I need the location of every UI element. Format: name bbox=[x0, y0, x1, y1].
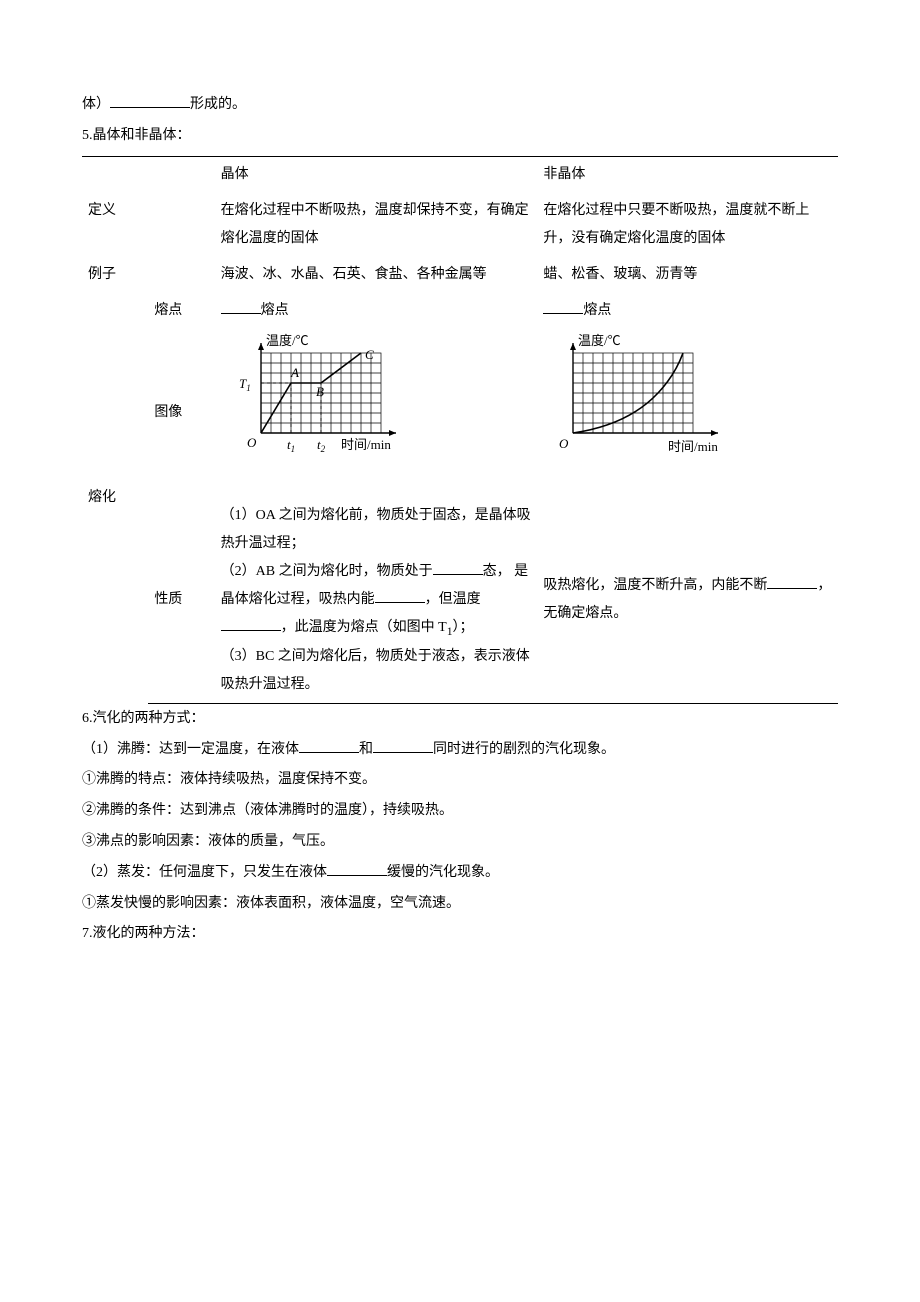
prop-blank bbox=[433, 560, 483, 575]
section7-title: 7.液化的两种方法： bbox=[82, 919, 838, 950]
melting-point-crystal-suffix: 熔点 bbox=[261, 303, 289, 318]
prop-blank bbox=[767, 574, 817, 589]
prop-crystal-p2c: ，但温度 bbox=[425, 592, 481, 607]
table-row: 性质 （1）OA 之间为熔化前，物质处于固态，是晶体吸热升温过程； （2）AB … bbox=[82, 498, 838, 704]
section6-line6: ①蒸发快慢的影响因素：液体表面积，液体温度，空气流速。 bbox=[82, 889, 838, 920]
property-crystal: （1）OA 之间为熔化前，物质处于固态，是晶体吸热升温过程； （2）AB 之间为… bbox=[215, 498, 538, 704]
section6-line1: （1）沸腾：达到一定温度，在液体 和 同时进行的剧烈的汽化现象。 bbox=[82, 735, 838, 766]
prop-crystal-p2a: （2）AB 之间为熔化时，物质处于 bbox=[221, 564, 433, 579]
melting-point-amorphous: 熔点 bbox=[537, 293, 838, 329]
crystal-table: 晶体 非晶体 定义 在熔化过程中不断吸热，温度却保持不变，有确定熔化温度的固体 … bbox=[82, 156, 838, 704]
prop-crystal-p2d: ，此温度为熔点（如图中 T bbox=[281, 620, 447, 635]
melting-point-label: 熔点 bbox=[148, 293, 214, 329]
s6-blank bbox=[373, 738, 433, 753]
graph-crystal-cell: A B C T1 O t1 t2 时间/min 温度/℃ bbox=[215, 329, 538, 498]
t2-label: t2 bbox=[317, 437, 326, 454]
origin-label: O bbox=[559, 436, 569, 451]
pointA-label: A bbox=[290, 365, 299, 380]
prop-amorphous-a: 吸热熔化，温度不断升高，内能不断 bbox=[543, 578, 767, 593]
property-label: 性质 bbox=[148, 498, 214, 704]
table-row: 晶体 非晶体 bbox=[82, 156, 838, 193]
table-row: 熔化 熔点 熔点 熔点 bbox=[82, 293, 838, 329]
y-arrow-icon bbox=[570, 343, 576, 350]
y-axis-label: 温度/℃ bbox=[578, 333, 621, 348]
s6-l5a: （2）蒸发：任何温度下，只发生在液体 bbox=[82, 865, 327, 880]
graph-label: 图像 bbox=[148, 329, 214, 498]
example-amorphous: 蜡、松香、玻璃、沥青等 bbox=[537, 257, 838, 293]
crystal-chart: A B C T1 O t1 t2 时间/min 温度/℃ bbox=[221, 333, 431, 483]
intro-blank bbox=[110, 93, 190, 108]
intro-suffix: 形成的。 bbox=[190, 97, 246, 112]
graph-amorphous-cell: O 时间/min 温度/℃ bbox=[537, 329, 838, 498]
prop-crystal-p3: （3）BC 之间为熔化后，物质处于液态，表示液体吸热升温过程。 bbox=[221, 649, 530, 692]
melting-point-amorphous-suffix: 熔点 bbox=[583, 303, 611, 318]
x-arrow-icon bbox=[389, 430, 396, 436]
definition-crystal: 在熔化过程中不断吸热，温度却保持不变，有确定熔化温度的固体 bbox=[215, 193, 538, 257]
t1-label: t1 bbox=[287, 437, 295, 454]
x-axis-label: 时间/min bbox=[341, 437, 391, 452]
example-label: 例子 bbox=[82, 257, 215, 293]
melting-point-amorphous-blank bbox=[543, 299, 583, 314]
melting-point-crystal: 熔点 bbox=[215, 293, 538, 329]
pointC-label: C bbox=[365, 347, 374, 362]
y-arrow-icon bbox=[258, 343, 264, 350]
amorphous-grid bbox=[573, 353, 693, 433]
property-amorphous: 吸热熔化，温度不断升高，内能不断，无确定熔点。 bbox=[537, 498, 838, 704]
prop-crystal-p2e: ）； bbox=[453, 620, 474, 635]
header-amorphous: 非晶体 bbox=[537, 156, 838, 193]
example-crystal: 海波、冰、水晶、石英、食盐、各种金属等 bbox=[215, 257, 538, 293]
s6-l1a: （1）沸腾：达到一定温度，在液体 bbox=[82, 742, 299, 757]
T1-label: T1 bbox=[239, 376, 251, 393]
table-row: 定义 在熔化过程中不断吸热，温度却保持不变，有确定熔化温度的固体 在熔化过程中只… bbox=[82, 193, 838, 257]
table-row: 图像 bbox=[82, 329, 838, 498]
melting-group-label: 熔化 bbox=[82, 293, 148, 704]
header-crystal: 晶体 bbox=[215, 156, 538, 193]
intro-line: 体） 形成的。 bbox=[82, 90, 838, 121]
pointB-label: B bbox=[316, 384, 324, 399]
s6-blank bbox=[327, 861, 387, 876]
table-row: 例子 海波、冰、水晶、石英、食盐、各种金属等 蜡、松香、玻璃、沥青等 bbox=[82, 257, 838, 293]
x-axis-label: 时间/min bbox=[668, 439, 718, 454]
section6-line4: ③沸点的影响因素：液体的质量，气压。 bbox=[82, 827, 838, 858]
section5-title: 5.晶体和非晶体： bbox=[82, 121, 838, 152]
section6-title: 6.汽化的两种方式： bbox=[82, 704, 838, 735]
definition-label: 定义 bbox=[82, 193, 215, 257]
x-arrow-icon bbox=[711, 430, 718, 436]
s6-l1c: 同时进行的剧烈的汽化现象。 bbox=[433, 742, 615, 757]
origin-label: O bbox=[247, 435, 257, 450]
section6-line2: ①沸腾的特点：液体持续吸热，温度保持不变。 bbox=[82, 765, 838, 796]
s6-blank bbox=[299, 738, 359, 753]
prop-blank bbox=[375, 588, 425, 603]
amorphous-chart: O 时间/min 温度/℃ bbox=[543, 333, 753, 483]
intro-prefix: 体） bbox=[82, 97, 110, 112]
y-axis-label: 温度/℃ bbox=[266, 333, 309, 348]
prop-crystal-p1: （1）OA 之间为熔化前，物质处于固态，是晶体吸热升温过程； bbox=[221, 508, 531, 551]
s6-l5b: 缓慢的汽化现象。 bbox=[387, 865, 499, 880]
definition-amorphous: 在熔化过程中只要不断吸热，温度就不断上升，没有确定熔化温度的固体 bbox=[537, 193, 838, 257]
prop-blank bbox=[221, 616, 281, 631]
s6-l1b: 和 bbox=[359, 742, 373, 757]
section6-line3: ②沸腾的条件：达到沸点（液体沸腾时的温度），持续吸热。 bbox=[82, 796, 838, 827]
melting-point-crystal-blank bbox=[221, 299, 261, 314]
section6-line5: （2）蒸发：任何温度下，只发生在液体 缓慢的汽化现象。 bbox=[82, 858, 838, 889]
